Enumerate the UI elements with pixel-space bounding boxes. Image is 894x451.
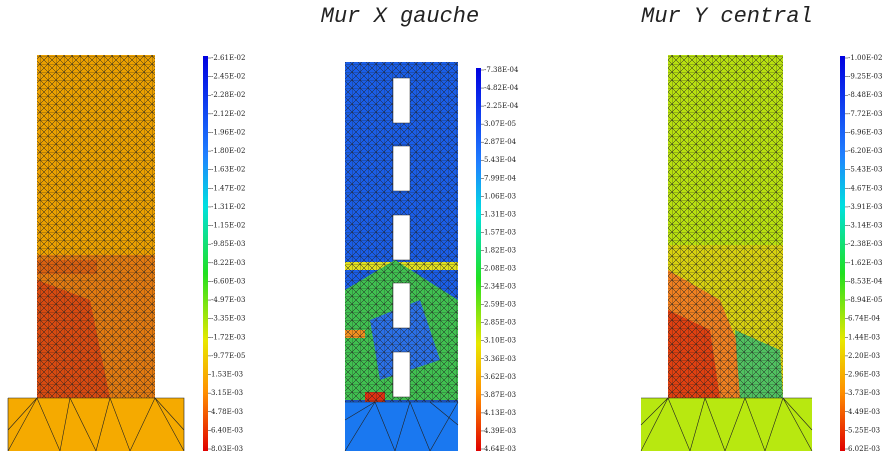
scale-label: -9.25E-03 [848,73,882,81]
scale-label: 6.74E-04 [848,315,881,323]
scale-label: 3.10E-03 [484,337,516,345]
scale-label: 6.40E-03 [211,426,243,434]
scale-label: 2.85E-03 [484,319,516,327]
scale-label: -2.38E-03 [848,240,882,248]
scale-label: 2.87E-04 [484,138,517,146]
scale-label: 3.36E-03 [484,355,516,363]
scale-label: 6.02E-03 [848,445,880,451]
scale-label: 2.08E-03 [484,265,516,273]
scale-label: -4.82E-04 [484,84,519,92]
color-bar [203,56,208,451]
scale-label: -2.28E-02 [211,91,245,99]
scale-label: -7.38E-04 [484,66,519,74]
color-bar [476,68,481,451]
scale-label: 1.31E-03 [484,210,516,218]
scale-label: -2.25E-04 [484,102,519,110]
scale-label: 8.03E-03 [211,445,243,451]
scale-label: 4.64E-03 [484,445,516,451]
scale-label: 3.07E-05 [484,120,516,128]
scale-label: -8.22E-03 [211,259,245,267]
scale-label: -1.31E-02 [211,203,245,211]
scale-label: 3.62E-03 [484,373,516,381]
scale-label: -2.61E-02 [211,54,245,62]
scale-label: -6.60E-03 [211,277,245,285]
scale-label: 4.13E-03 [484,409,516,417]
scale-label: -1.72E-03 [211,333,245,341]
scale-label: 3.87E-03 [484,391,516,399]
scale-label: 2.34E-03 [484,283,516,291]
scale-label: -2.12E-02 [211,110,245,118]
scale-label: 4.39E-03 [484,427,516,435]
scale-label: -4.97E-03 [211,296,245,304]
scale-label: -2.45E-02 [211,73,245,81]
scale-label: -1.96E-02 [211,128,245,136]
scale-label: 3.15E-03 [211,389,243,397]
scale-label: 1.82E-03 [484,246,516,254]
scale-label: 2.96E-03 [848,371,880,379]
scale-label: 4.78E-03 [211,408,243,416]
mesh-left [7,55,185,451]
scale-label: -9.77E-05 [211,352,245,360]
scale-label: -6.20E-03 [848,147,882,155]
scale-label: -1.00E-02 [848,54,882,62]
scale-label: -8.48E-03 [848,91,882,99]
scale-label: -8.94E-05 [848,296,882,304]
scale-label: 2.59E-03 [484,301,516,309]
scale-label: 1.06E-03 [484,192,516,200]
scale-label: -7.72E-03 [848,110,882,118]
title: Mur X gauche [321,4,479,29]
scale-label: -9.85E-03 [211,240,245,248]
scale-label: 1.57E-03 [484,228,516,236]
scale-label: -1.47E-02 [211,184,245,192]
scale-label: -3.14E-03 [848,222,882,230]
scale-label: -1.62E-03 [848,259,882,267]
mesh-right [640,55,813,451]
scale-label: 2.20E-03 [848,352,880,360]
scale-label: -4.67E-03 [848,184,882,192]
scale-label: -1.63E-02 [211,166,245,174]
scale-label: 7.99E-04 [484,174,517,182]
scale-label: -6.96E-03 [848,128,882,136]
scale-label: -1.80E-02 [211,147,245,155]
scale-label: -5.43E-03 [848,166,882,174]
scale-label: -3.91E-03 [848,203,882,211]
scale-label: 5.43E-04 [484,156,517,164]
scale-label: 1.53E-03 [211,371,243,379]
scale-label: 1.44E-03 [848,333,880,341]
scale-label: -3.35E-03 [211,315,245,323]
title: Mur Y central [641,4,813,29]
scale-label: 4.49E-03 [848,408,880,416]
scale-label: 5.25E-03 [848,426,880,434]
scale-label: -8.53E-04 [848,277,883,285]
scale-label: 3.73E-03 [848,389,880,397]
scale-label: -1.15E-02 [211,222,245,230]
color-bar [840,56,845,451]
mesh-middle [344,62,459,451]
